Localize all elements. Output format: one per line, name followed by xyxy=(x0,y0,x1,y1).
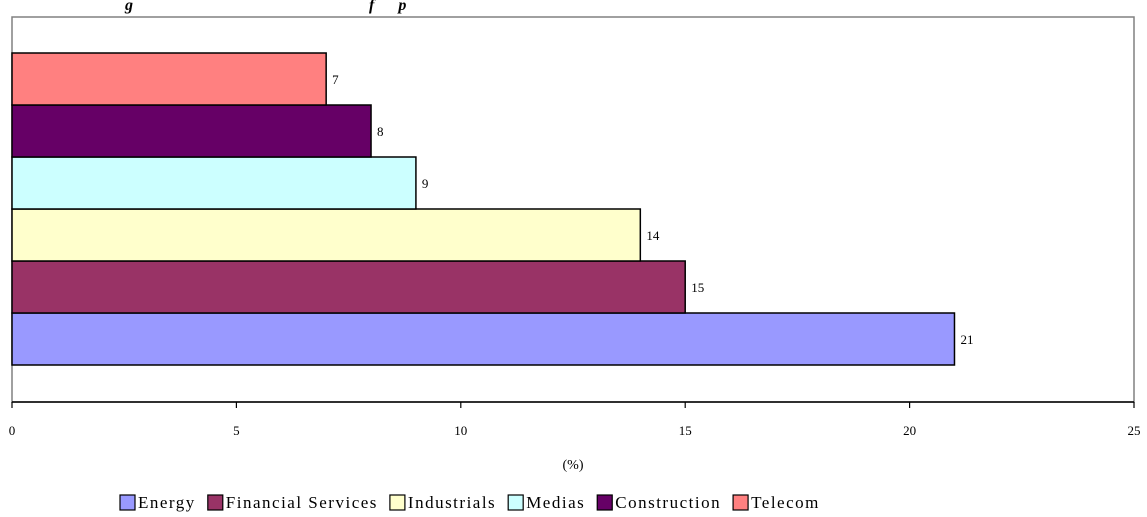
legend-swatch-energy xyxy=(119,494,136,511)
bar-financial-services xyxy=(11,260,686,314)
legend-swatch-construction xyxy=(596,494,613,511)
data-label-medias: 9 xyxy=(422,176,429,191)
legend-swatch-telecom xyxy=(732,494,749,511)
bar-energy xyxy=(11,312,956,366)
legend-swatch-medias xyxy=(507,494,524,511)
x-tick-label-5: 5 xyxy=(233,423,240,438)
x-tick-label-10: 10 xyxy=(454,423,467,438)
legend-swatch-industrials xyxy=(389,494,406,511)
bar-telecom xyxy=(11,52,327,106)
legend: Energy Financial Services Industrials Media… xyxy=(119,493,820,512)
data-label-telecom: 7 xyxy=(332,72,339,87)
data-label-industrials: 14 xyxy=(646,228,660,243)
legend-label-telecom: Telecom xyxy=(751,493,820,512)
bar-medias xyxy=(11,156,417,210)
x-tick-label-15: 15 xyxy=(679,423,692,438)
bar-construction xyxy=(11,104,372,158)
data-label-construction: 8 xyxy=(377,124,384,139)
legend-label-medias: Medias xyxy=(526,493,585,512)
x-axis: 0 5 10 15 20 25 xyxy=(9,401,1141,438)
x-tick-label-20: 20 xyxy=(903,423,916,438)
legend-label-financial-services: Financial Services xyxy=(226,493,378,512)
chart-title: g f p xyxy=(124,0,406,14)
x-axis-label: (%) xyxy=(563,458,584,473)
legend-swatch-financial-services xyxy=(207,494,224,511)
x-tick-label-25: 25 xyxy=(1128,423,1141,438)
legend-label-construction: Construction xyxy=(615,493,721,512)
data-label-financial-services: 15 xyxy=(691,280,704,295)
legend-label-industrials: Industrials xyxy=(408,493,496,512)
bar-industrials xyxy=(11,208,642,262)
data-label-energy: 21 xyxy=(960,332,973,347)
x-tick-label-0: 0 xyxy=(9,423,16,438)
bars-group: 21 15 14 9 8 7 xyxy=(11,52,973,366)
legend-label-energy: Energy xyxy=(138,493,196,512)
